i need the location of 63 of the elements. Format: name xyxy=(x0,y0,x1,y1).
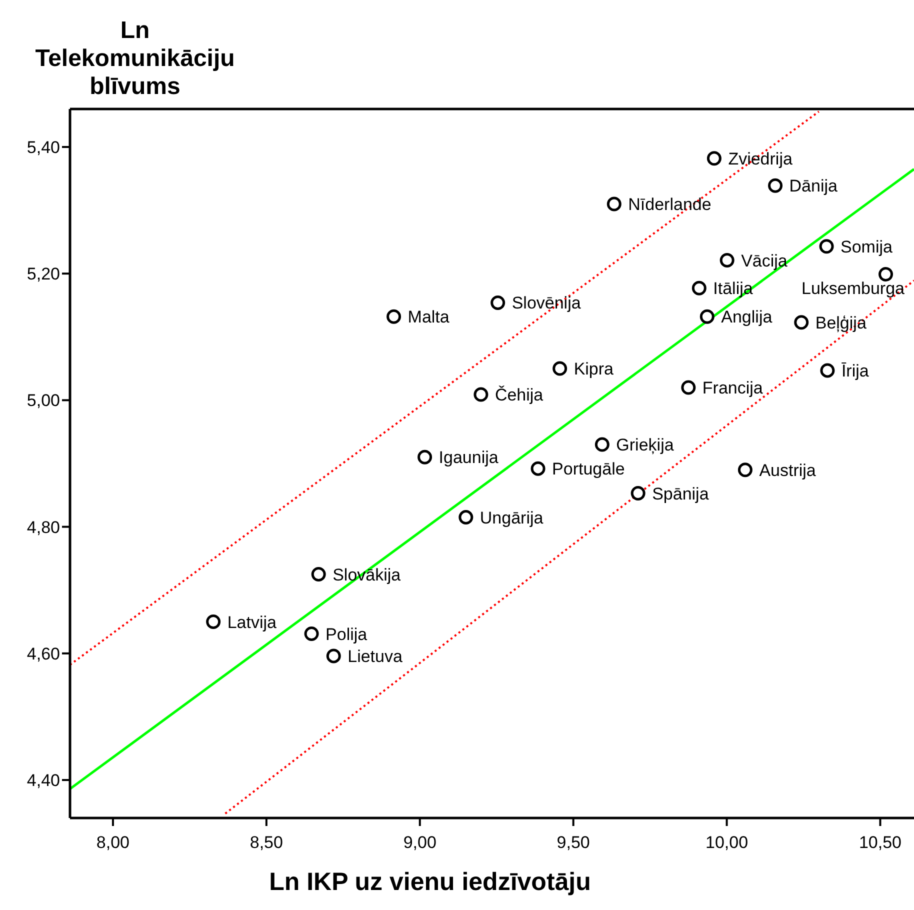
annotation: Itālija xyxy=(713,279,754,298)
point xyxy=(304,626,319,642)
y-axis-title: Ln Telekomunikāciju blīvums xyxy=(35,17,235,100)
point xyxy=(490,295,506,310)
x-tick-label: 8,50 xyxy=(250,833,283,852)
annotation: Beļģija xyxy=(815,313,867,332)
point xyxy=(594,437,610,452)
point xyxy=(418,450,432,464)
annotation: Igaunija xyxy=(438,448,499,468)
y-tick-label: 5,00 xyxy=(26,391,60,410)
point xyxy=(706,151,722,166)
annotation: Vācija xyxy=(741,251,788,270)
point xyxy=(206,614,221,630)
point xyxy=(878,266,894,282)
point xyxy=(606,196,622,212)
y-tick-label: 5,20 xyxy=(26,264,60,284)
point xyxy=(630,486,646,501)
annotation: Luksemburga xyxy=(801,279,906,298)
annotation: Dānija xyxy=(789,176,838,196)
point xyxy=(552,361,568,376)
annotation: Zviedrija xyxy=(728,149,793,168)
point xyxy=(681,380,696,395)
annotation: Anglija xyxy=(721,308,773,327)
annotation: Austrija xyxy=(759,460,816,480)
point xyxy=(311,567,326,582)
x-tick-label: 8,00 xyxy=(96,833,130,852)
y-tick-label: 4,60 xyxy=(26,644,60,664)
annotation: Francija xyxy=(702,378,764,398)
annotation: Ungārija xyxy=(480,508,544,528)
point xyxy=(768,178,783,193)
annotation: Somija xyxy=(840,237,894,256)
point xyxy=(720,253,734,268)
x-tick-label: 9,00 xyxy=(403,833,436,852)
point xyxy=(700,309,714,324)
annotation: Slovēnija xyxy=(512,294,582,313)
point xyxy=(386,309,402,324)
point xyxy=(530,461,546,476)
x-axis-title: Ln IKP uz vienu iedzīvotāju xyxy=(269,868,591,896)
x-tick-label: 10,00 xyxy=(706,833,748,852)
y-tick-label: 4,40 xyxy=(26,771,60,790)
point xyxy=(458,510,474,525)
y-tick-label: 4,80 xyxy=(26,518,60,537)
point xyxy=(819,239,834,254)
point xyxy=(738,462,752,478)
annotation: Malta xyxy=(408,308,450,327)
annotation: Nīderlande xyxy=(628,194,712,214)
annotation: Lietuva xyxy=(348,646,403,666)
annotation: Spānija xyxy=(652,484,710,504)
annotation: Īrija xyxy=(841,361,870,380)
annotation: Portugāle xyxy=(552,460,625,479)
point xyxy=(820,363,835,378)
y-tick-label: 5,40 xyxy=(26,138,60,157)
annotation: Latvija xyxy=(227,612,278,632)
point xyxy=(474,387,488,402)
x-tick-label: 10,50 xyxy=(858,833,902,852)
annotation: Polija xyxy=(326,624,368,644)
annotation: Čehija xyxy=(494,386,544,404)
annotation: Grieķija xyxy=(616,436,674,455)
point xyxy=(794,315,809,330)
annotation: Kipra xyxy=(574,360,614,379)
x-tick-label: 9,50 xyxy=(556,833,590,852)
point xyxy=(692,280,706,296)
point xyxy=(326,648,341,664)
